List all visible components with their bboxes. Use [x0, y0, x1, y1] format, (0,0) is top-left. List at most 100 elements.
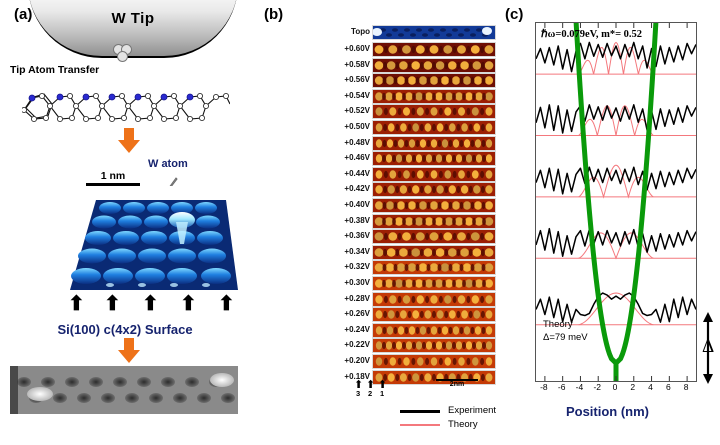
didv-strip-image: [372, 135, 496, 151]
scale-bar-label: 1 nm: [100, 170, 126, 182]
bias-label: +0.38V: [344, 215, 370, 225]
x-tick-label: 2: [630, 382, 636, 392]
didv-strip-image: [372, 338, 496, 354]
site-marker-arrows: ⬆ 3 ⬆ 2 ⬆ 1: [354, 379, 388, 399]
legend: Experiment Theory: [400, 404, 510, 432]
didv-strip-image: [372, 229, 496, 245]
delta-double-arrow-icon: [703, 312, 713, 384]
bias-label: +0.42V: [344, 184, 370, 194]
legend-label-experiment: Experiment: [448, 405, 497, 416]
down-arrow-icon-1: [118, 128, 140, 154]
legend-swatch-experiment: [400, 410, 440, 413]
legend-label-theory: Theory: [448, 419, 478, 430]
didv-strip-image: [372, 354, 496, 369]
delta-symbol-label: Δ: [702, 336, 715, 357]
x-tick-label: 4: [648, 382, 653, 392]
panel-b-letter: (b): [264, 6, 284, 23]
bias-label: +0.32V: [344, 262, 370, 272]
experiment-trace: [536, 227, 696, 257]
panel-b: (b) Topo: [250, 0, 496, 445]
silicon-lattice-diagram: [22, 92, 230, 123]
theory-trace: [578, 292, 654, 326]
panel-c-letter: (c): [505, 6, 524, 23]
didv-strip-image: [372, 198, 496, 213]
bias-label: +0.34V: [344, 246, 370, 256]
bias-label: +0.46V: [344, 153, 370, 163]
legend-swatch-theory: [400, 424, 440, 426]
x-tick-label: -2: [593, 382, 601, 392]
didv-strip-image: [372, 260, 496, 276]
didv-strip-image: [372, 57, 496, 73]
x-tick-label: 0: [612, 382, 618, 392]
didv-strip-image: [372, 322, 496, 338]
ldos-plot-svg: [536, 23, 696, 381]
theory-annotation-line2: Δ=79 meV: [543, 332, 588, 343]
ldos-line-plot: [535, 22, 697, 382]
si-surface-label: Si(100) c(4x2) Surface: [57, 322, 193, 337]
scale-bar-2nm-label: 2nm: [449, 380, 465, 388]
x-axis-label: Position (nm): [565, 404, 650, 419]
confinement-potential-curve: [573, 23, 619, 381]
x-axis-ticks: -8 -6 -4 -2 0 2 4 6 8: [535, 382, 695, 396]
legend-item-experiment: Experiment: [400, 404, 510, 418]
experiment-trace: [536, 104, 696, 134]
bias-label: +0.56V: [344, 75, 370, 85]
didv-strip-image: [372, 73, 496, 89]
panel-a: (a) W Tip Tip Atom Transfer: [0, 0, 250, 445]
w-tip-graphic: W Tip: [28, 0, 238, 60]
x-tick-label: -4: [575, 382, 584, 392]
bias-label: +0.24V: [344, 324, 370, 334]
bias-label: +0.48V: [344, 137, 370, 147]
surface-up-arrows: ⬆ ⬆ ⬆ ⬆ ⬆: [68, 293, 235, 315]
panel-a-letter: (a): [14, 6, 33, 23]
bias-label: +0.54V: [344, 90, 370, 100]
bias-label: +0.60V: [344, 44, 370, 53]
didv-strip-image: [372, 276, 496, 291]
didv-strip-image: [372, 213, 496, 229]
down-arrow-icon-2: [118, 338, 140, 364]
experiment-trace: [536, 41, 696, 73]
didv-strip-image: [372, 291, 496, 307]
x-tick-label: -8: [540, 382, 548, 392]
bias-label: +0.44V: [344, 168, 370, 178]
experiment-trace: [536, 166, 696, 195]
x-tick-label: 8: [683, 382, 689, 392]
stm-2d-topograph: [10, 366, 238, 414]
didv-strip-image: [372, 307, 496, 323]
experiment-trace: [536, 292, 696, 323]
theory-trace: [578, 41, 654, 75]
panel-c: (c) ℏω=0.079eV, m*= 0.52 Theory Δ=79 meV…: [495, 0, 720, 445]
didv-strip-image: [372, 42, 496, 57]
scale-bar-line: [86, 183, 140, 186]
bias-label: +0.20V: [344, 356, 370, 365]
legend-item-theory: Theory: [400, 418, 510, 432]
bias-label: +0.30V: [344, 278, 370, 287]
bias-label: +0.18V: [344, 371, 370, 381]
scale-bar-1nm: 1 nm: [86, 170, 140, 186]
bias-label: +0.28V: [344, 293, 370, 303]
didv-strip-image: [372, 104, 496, 120]
phonon-annotation: ℏω=0.079eV, m*= 0.52: [541, 29, 643, 40]
w-atom-label: W atom: [148, 158, 188, 170]
scale-bar-2nm: 2nm: [436, 379, 478, 388]
didv-strip-image: [372, 182, 496, 198]
bias-label: +0.22V: [344, 340, 370, 350]
theory-trace: [578, 105, 654, 136]
stm-3d-topograph: [66, 186, 238, 298]
tip-atom-transfer-label: Tip Atom Transfer: [10, 64, 100, 76]
scale-bar-line-2nm: [436, 379, 478, 381]
didv-strip-image: [372, 120, 496, 135]
x-tick-label: -6: [557, 382, 566, 392]
theory-annotation-line1: Theory: [543, 319, 573, 330]
topo-strip-image: [372, 25, 496, 40]
bias-label: +0.26V: [344, 309, 370, 319]
bias-label: +0.50V: [344, 122, 370, 131]
theory-annotation: Theory Δ=79 meV: [543, 318, 588, 344]
confinement-potential-curve: [613, 23, 659, 381]
x-tick-label: 6: [665, 382, 671, 392]
bias-label: +0.36V: [344, 231, 370, 241]
bias-label: +0.52V: [344, 106, 370, 116]
bias-label: +0.58V: [344, 59, 370, 69]
topo-label: Topo: [351, 27, 370, 36]
